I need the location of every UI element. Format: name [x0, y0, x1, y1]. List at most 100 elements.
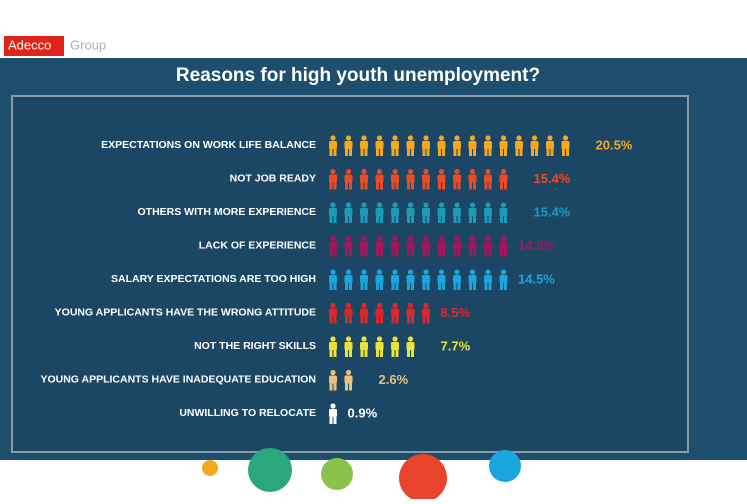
- icon-body: [500, 175, 508, 183]
- icon-leg: [489, 148, 492, 156]
- icon-head: [408, 236, 413, 241]
- icon-leg: [334, 349, 337, 357]
- category-label: YOUNG APPLICANTS HAVE THE WRONG ATTITUDE: [55, 306, 316, 318]
- icon-leg: [407, 148, 410, 156]
- icon-leg: [562, 148, 565, 156]
- icon-leg: [516, 148, 519, 156]
- icon-body: [329, 376, 337, 384]
- icon-leg: [334, 383, 337, 391]
- icon-body: [329, 309, 337, 317]
- icon-leg: [427, 215, 430, 223]
- icon-body: [546, 141, 554, 149]
- icon-head: [392, 336, 397, 341]
- icon-leg: [427, 282, 430, 290]
- icon-leg: [469, 249, 472, 257]
- icon-body: [453, 141, 461, 149]
- icon-leg: [500, 215, 503, 223]
- icon-head: [485, 169, 490, 174]
- icon-leg: [396, 182, 399, 190]
- icon-leg: [345, 383, 348, 391]
- icon-leg: [392, 282, 395, 290]
- icon-body: [453, 175, 461, 183]
- icon-leg: [334, 416, 337, 424]
- category-label: NOT JOB READY: [230, 172, 316, 184]
- icon-leg: [473, 215, 476, 223]
- icon-leg: [469, 215, 472, 223]
- icon-head: [563, 135, 568, 140]
- icon-leg: [442, 182, 445, 190]
- icon-body: [422, 208, 430, 216]
- icon-leg: [396, 249, 399, 257]
- icon-leg: [454, 249, 457, 257]
- chart-title: Reasons for high youth unemployment?: [176, 65, 540, 86]
- icon-head: [454, 135, 459, 140]
- icon-body: [407, 175, 415, 183]
- icon-leg: [489, 215, 492, 223]
- category-label: NOT THE RIGHT SKILLS: [194, 340, 316, 352]
- icon-head: [408, 303, 413, 308]
- icon-leg: [330, 383, 333, 391]
- icon-leg: [454, 215, 457, 223]
- infographic: Adecco Group Reasons for high youth unem…: [0, 0, 747, 499]
- icon-leg: [349, 182, 352, 190]
- icon-body: [438, 141, 446, 149]
- icon-body: [469, 275, 477, 283]
- icon-leg: [380, 316, 383, 324]
- icon-leg: [427, 249, 430, 257]
- icon-body: [376, 275, 384, 283]
- icon-head: [346, 169, 351, 174]
- icon-head: [423, 269, 428, 274]
- icon-body: [391, 141, 399, 149]
- icon-head: [392, 169, 397, 174]
- icon-body: [391, 208, 399, 216]
- icon-body: [469, 141, 477, 149]
- icon-head: [408, 336, 413, 341]
- icon-head: [408, 169, 413, 174]
- icon-leg: [485, 249, 488, 257]
- icon-head: [454, 236, 459, 241]
- icon-leg: [411, 182, 414, 190]
- icon-leg: [361, 182, 364, 190]
- icon-head: [439, 202, 444, 207]
- icon-body: [500, 242, 508, 250]
- icon-head: [439, 135, 444, 140]
- icon-leg: [411, 215, 414, 223]
- icon-leg: [458, 148, 461, 156]
- icon-leg: [411, 316, 414, 324]
- icon-leg: [365, 215, 368, 223]
- icon-leg: [411, 349, 414, 357]
- icon-body: [438, 208, 446, 216]
- icon-leg: [454, 148, 457, 156]
- icon-head: [392, 236, 397, 241]
- icon-body: [329, 141, 337, 149]
- icon-head: [377, 236, 382, 241]
- icon-body: [360, 275, 368, 283]
- icon-leg: [427, 148, 430, 156]
- icon-leg: [334, 316, 337, 324]
- icon-leg: [392, 182, 395, 190]
- icon-body: [422, 309, 430, 317]
- icon-leg: [349, 148, 352, 156]
- icon-body: [422, 175, 430, 183]
- icon-head: [408, 202, 413, 207]
- icon-leg: [380, 215, 383, 223]
- icon-head: [408, 269, 413, 274]
- icon-body: [376, 342, 384, 350]
- icon-leg: [334, 215, 337, 223]
- category-label: LACK OF EXPERIENCE: [199, 239, 316, 251]
- icon-body: [376, 208, 384, 216]
- icon-head: [392, 135, 397, 140]
- icon-head: [377, 303, 382, 308]
- icon-leg: [423, 148, 426, 156]
- icon-leg: [535, 148, 538, 156]
- icon-leg: [330, 215, 333, 223]
- icon-leg: [361, 249, 364, 257]
- icon-body: [500, 208, 508, 216]
- icon-leg: [423, 249, 426, 257]
- icon-body: [438, 242, 446, 250]
- icon-body: [391, 275, 399, 283]
- icon-body: [345, 175, 353, 183]
- icon-leg: [396, 316, 399, 324]
- icon-body: [360, 141, 368, 149]
- icon-leg: [376, 249, 379, 257]
